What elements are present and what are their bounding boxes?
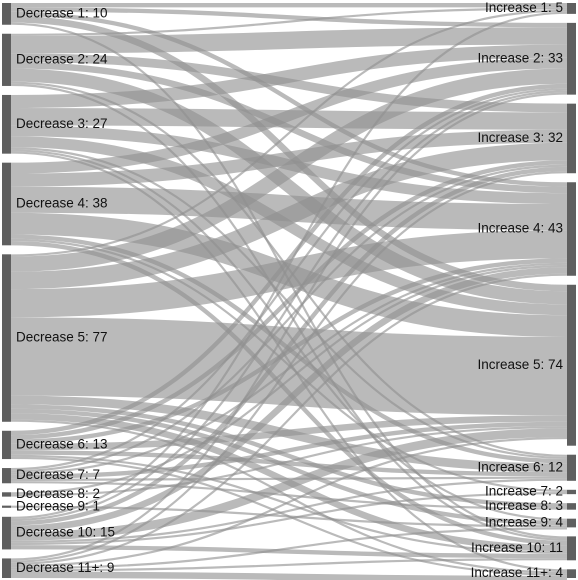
sankey-link [10, 437, 568, 568]
right-node-bar [567, 569, 576, 578]
right-node-bar [567, 536, 576, 561]
sankey-link [10, 142, 568, 290]
sankey-link [10, 571, 568, 580]
sankey-link [10, 273, 568, 565]
sankey-link [10, 478, 568, 543]
sankey-link [10, 68, 568, 272]
left-node-label: Decrease 8: 2 [16, 486, 100, 501]
sankey-link [10, 505, 568, 528]
sankey-link [10, 44, 568, 108]
right-node-bar [567, 503, 576, 510]
sankey-link [10, 136, 568, 316]
left-node-bar [2, 516, 11, 550]
sankey-link [10, 421, 568, 479]
right-node-bar [567, 22, 576, 95]
left-node-label: Decrease 1: 10 [16, 5, 108, 20]
left-node-bar [2, 558, 11, 578]
left-node-label: Decrease 3: 27 [16, 116, 108, 131]
left-node-bar [2, 492, 11, 497]
sankey-link [10, 267, 568, 533]
sankey-links [10, 2, 568, 580]
right-node-label: Increase 8: 3 [485, 498, 563, 513]
sankey-labels: Decrease 1: 10 Decrease 2: 24 Decrease 3: … [16, 0, 563, 580]
sankey-nodes [2, 3, 576, 578]
left-node-bar [2, 94, 11, 154]
sankey-link [10, 476, 568, 482]
sankey-link [10, 171, 568, 563]
sankey-link [10, 11, 568, 519]
left-node-label: Decrease 10: 15 [16, 525, 115, 540]
right-node-label: Increase 6: 12 [477, 459, 563, 474]
right-node-label: Increase 3: 32 [477, 130, 563, 145]
left-node-label: Decrease 9: 1 [16, 498, 100, 513]
sankey-link [10, 450, 568, 477]
left-node-bar [2, 3, 11, 25]
left-node-bar [2, 33, 11, 86]
right-node-label: Increase 4: 43 [477, 221, 563, 236]
sankey-link [10, 527, 568, 570]
sankey-link [10, 27, 568, 54]
right-node-bar [567, 454, 576, 481]
left-node-bar [2, 505, 11, 508]
sankey-link [10, 481, 568, 510]
sankey-link [10, 428, 568, 541]
right-node-label: Increase 9: 4 [485, 515, 564, 530]
right-node-label: Increase 1: 5 [485, 0, 563, 15]
sankey-link [10, 88, 568, 471]
left-node-label: Decrease 11+: 9 [16, 560, 114, 575]
left-node-bar [2, 162, 11, 246]
sankey-link [10, 92, 568, 561]
left-node-label: Decrease 4: 38 [16, 196, 108, 211]
sankey-link [10, 264, 568, 495]
sankey-link [10, 164, 568, 473]
right-node-label: Increase 10: 11 [471, 540, 563, 555]
right-node-label: Increase 5: 74 [477, 357, 563, 372]
left-node-bar [2, 254, 11, 422]
left-node-label: Decrease 6: 13 [16, 436, 108, 451]
sankey-link [10, 419, 568, 574]
right-node-bar [567, 182, 576, 276]
sankey-link [10, 83, 568, 436]
left-node-label: Decrease 5: 77 [16, 330, 108, 345]
sankey-link [10, 166, 568, 526]
right-node-label: Increase 11+: 4 [471, 565, 564, 580]
right-node-bar [567, 284, 576, 446]
right-node-bar [567, 518, 576, 528]
sankey-link [10, 129, 568, 187]
left-node-label: Decrease 7: 7 [16, 467, 100, 482]
sankey-link [10, 7, 568, 36]
left-node-bar [2, 468, 11, 484]
sankey-link [10, 11, 568, 187]
sankey-link [10, 230, 568, 318]
sankey-link [10, 558, 568, 572]
right-node-bar [567, 489, 576, 495]
sankey-link [10, 408, 568, 526]
sankey-link [10, 90, 568, 522]
sankey-link [10, 57, 568, 174]
sankey-link [10, 9, 568, 257]
sankey-link [10, 415, 568, 451]
right-node-label: Increase 2: 33 [477, 50, 563, 65]
right-node-bar [567, 103, 576, 174]
right-node-label: Increase 7: 2 [485, 484, 563, 499]
sankey-link [10, 160, 568, 440]
left-node-label: Decrease 2: 24 [16, 51, 108, 66]
right-node-bar [567, 3, 576, 14]
left-node-bar [2, 430, 11, 460]
sankey-link [10, 258, 568, 444]
